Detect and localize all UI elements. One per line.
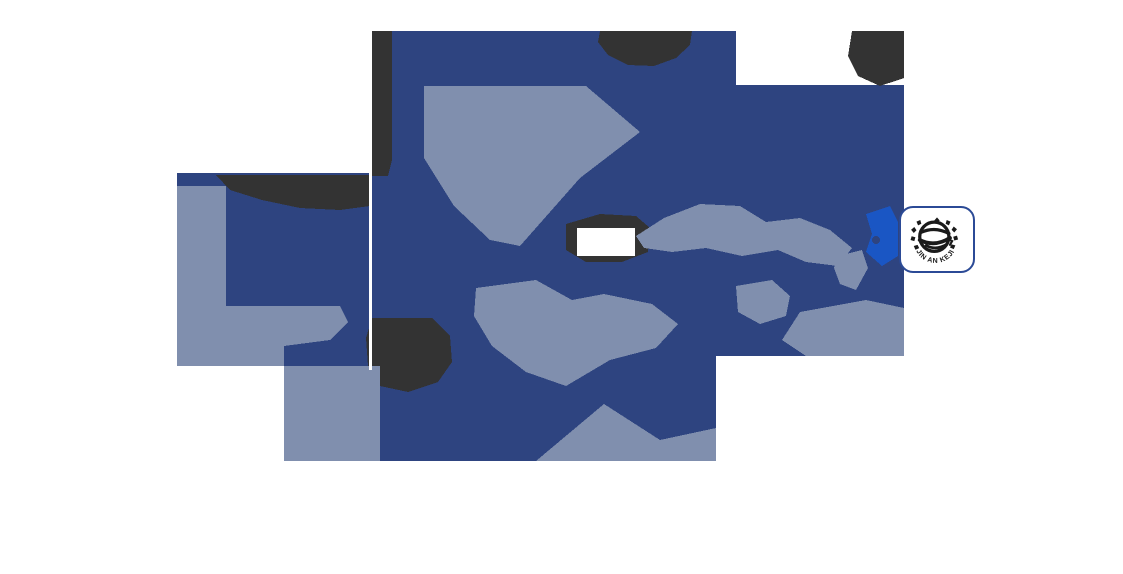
grayblue-badge-sliver [834,250,868,290]
charcoal-upper-smear [216,175,370,210]
grayblue-bottom-triangle [536,404,716,461]
grayblue-center-lozenge [474,280,678,386]
charcoal-left-bar [370,31,392,176]
grayblue-right-patch [736,280,790,324]
jin-an-keji-logo-badge[interactable]: JIN AN KEJI [899,206,975,273]
vertical-seam [369,31,372,370]
grayblue-upper-wedge [424,86,640,246]
charcoal-top-blob [598,31,692,66]
charcoal-right-wedge [848,31,904,86]
white-highlight-patch [577,228,635,256]
charcoal-lower-blob [366,318,452,392]
grayblue-left-panel [177,186,348,366]
grayblue-bottom-sweep [284,366,380,461]
grayblue-mid-band [636,204,852,266]
grayblue-lower-right [782,300,904,356]
globe-gear-emblem-icon: JIN AN KEJI [910,216,959,264]
accent-blue-flare [866,206,898,266]
accent-blue-dot [872,236,880,244]
